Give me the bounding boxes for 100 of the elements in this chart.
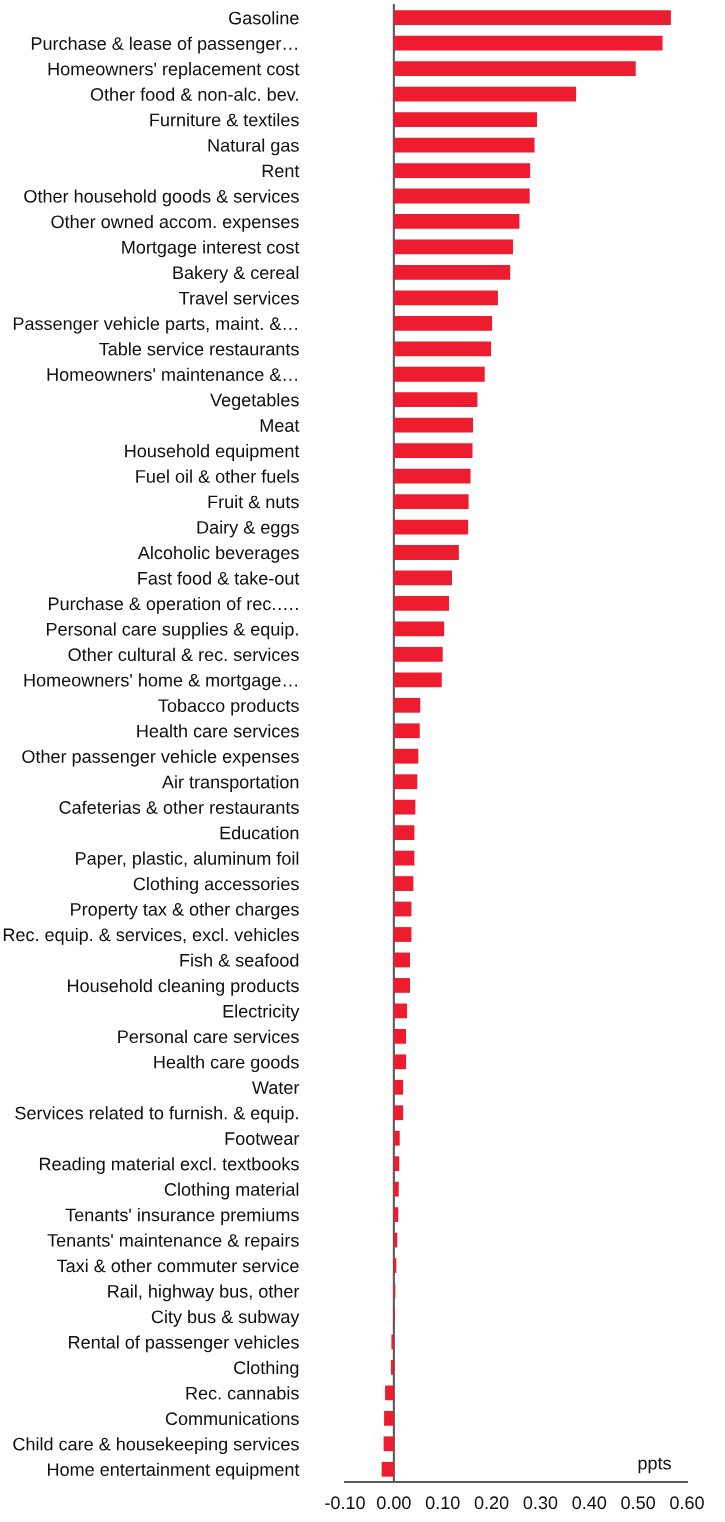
y-tick-label: Personal care supplies & equip. [46,622,298,640]
y-tick-label: Property tax & other charges [71,902,299,920]
bar [393,239,514,255]
y-tick-label: Household equipment [125,444,300,461]
bar [393,112,538,127]
bar [393,596,450,611]
bar [393,35,663,51]
y-tick-label: Other cultural & rec. services [68,647,299,662]
bar [393,978,410,993]
y-tick-label: Rec. cannabis [186,1386,299,1400]
x-tick-label: 0.10 [425,1496,460,1510]
bar [383,1436,394,1452]
y-tick-label: Meat [260,419,300,432]
y-tick-label: Homeowners' replacement cost [48,62,300,79]
bar [393,290,498,306]
bar [393,927,412,942]
bar [393,265,511,280]
y-tick-label: Fuel oil & other fuels [136,469,299,483]
y-tick-label: Passenger vehicle parts, maint. &… [13,316,297,334]
y-tick-label: City bus & subway [151,1309,300,1327]
y-tick-label: Rental of passenger vehicles [69,1335,299,1353]
y-tick-label: Health care services [137,724,299,738]
y-tick-label: Fruit & nuts [208,495,299,509]
bar [393,214,520,229]
y-tick-label: Homeowners' home & mortgage… [24,673,297,691]
y-tick-label: Dairy & eggs [197,520,299,538]
bar [393,341,492,357]
bar [393,494,469,509]
bar [393,850,415,866]
bar [393,901,412,917]
bar [393,1156,400,1172]
x-axis-title: ppts [638,1457,671,1474]
y-tick-label: Tobacco products [158,698,299,716]
y-tick-label: Other passenger vehicle expenses [22,749,299,767]
bar [393,163,531,178]
y-tick-label: Furniture & textiles [150,113,299,127]
y-tick-label: Tenants' maintenance & repairs [47,1233,299,1251]
y-tick-label: Air transportation [161,775,299,792]
bar [393,1079,404,1095]
bar [393,1028,407,1044]
bar [393,1054,407,1070]
bar [393,748,419,764]
y-tick-label: Fast food & take-out [138,571,300,585]
y-tick-label: Mortgage interest cost [122,240,300,258]
bar [393,86,577,102]
bar [393,1105,404,1121]
y-tick-label: Home entertainment equipment [47,1462,300,1480]
bar [393,570,452,586]
y-tick-label: Purchase & operation of rec.…. [49,596,298,614]
x-tick-label: 0.20 [474,1496,509,1510]
y-tick-label: Clothing material [164,1182,299,1200]
bar [393,366,485,382]
y-tick-label: Vegetables [210,393,299,410]
y-tick-label: Alcoholic beverages [137,545,299,563]
y-tick-label: Personal care services [118,1029,299,1044]
y-tick-label: Footwear [225,1132,300,1145]
bar [393,10,671,26]
bar [384,1410,394,1426]
bar [393,392,478,408]
bar [393,876,414,891]
bar [393,952,410,968]
bar [393,315,493,331]
y-tick-label: Paper, plastic, aluminum foil [76,851,299,869]
bar [393,545,459,560]
y-tick-label: Health care goods [154,1055,299,1073]
bar [393,188,530,204]
y-tick-label: Services related to furnish. & equip. [15,1106,298,1124]
y-tick-label: Education [220,826,299,840]
y-tick-label: Child care & housekeeping services [13,1437,299,1455]
x-tick-label: 0.00 [376,1496,411,1510]
y-tick-label: Tenants' insurance premiums [65,1208,299,1225]
bar [393,1181,399,1197]
bar [393,519,469,535]
y-tick-label: Natural gas [208,138,299,156]
x-tick-label: 0.50 [621,1496,656,1510]
y-tick-label: Travel services [179,291,299,305]
bar [393,723,420,739]
x-tick-label: -0.10 [325,1496,365,1510]
bar [393,825,415,841]
bar [393,672,442,688]
y-tick-label: Reading material excl. textbooks [39,1157,299,1174]
y-tick-label: Rent [262,164,300,178]
y-tick-label: Purchase & lease of passenger… [31,36,297,54]
bar [393,799,416,815]
y-tick-label: Clothing [234,1360,299,1378]
y-tick-label: Other owned accom. expenses [51,214,299,232]
x-tick-label: 0.30 [523,1496,558,1510]
y-tick-label: Taxi & other commuter service [57,1259,299,1273]
y-tick-label: Other household goods & services [24,189,299,207]
y-tick-label: Household cleaning products [68,978,299,996]
bar [390,1360,394,1375]
y-tick-label: Communications [165,1411,299,1426]
y-tick-label: Rail, highway bus, other [108,1284,300,1302]
x-tick-label: 0.60 [670,1496,704,1510]
bar [393,61,636,77]
y-tick-label: Fish & seafood [180,953,299,967]
bar [393,774,418,790]
bar [393,137,535,153]
bar [393,417,474,433]
bar [385,1385,394,1401]
